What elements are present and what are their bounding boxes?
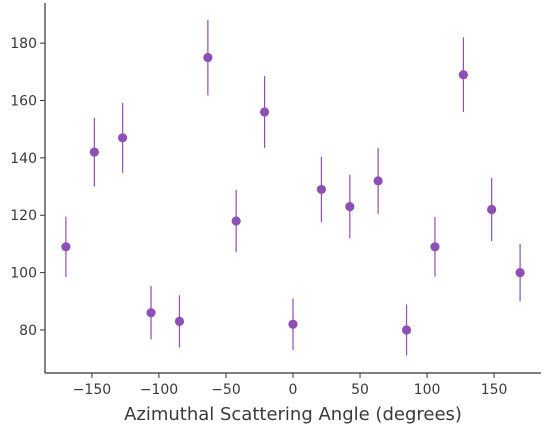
y-tick-label: 80 — [19, 323, 37, 339]
data-point — [430, 242, 440, 252]
data-point — [203, 52, 213, 63]
data-point — [146, 308, 156, 318]
x-tick-label: 150 — [481, 382, 508, 398]
data-point — [118, 133, 128, 143]
data-points — [61, 19, 525, 356]
data-point — [89, 147, 99, 157]
data-point — [345, 202, 355, 212]
data-point — [316, 184, 327, 195]
y-tick-label: 140 — [10, 151, 37, 167]
x-axis-ticks: −150 −100 −50 0 50 100 150 — [73, 373, 508, 398]
data-point — [401, 325, 412, 335]
y-tick-label: 100 — [10, 266, 37, 282]
x-tick-label: −150 — [73, 382, 111, 398]
data-point — [174, 316, 185, 326]
data-point — [288, 319, 298, 329]
x-tick-label: 100 — [414, 382, 441, 398]
data-point — [373, 176, 383, 186]
y-tick-label: 120 — [10, 208, 37, 224]
data-point — [231, 216, 241, 226]
x-axis-title: Azimuthal Scattering Angle (degrees) — [124, 404, 462, 425]
y-tick-label: 180 — [10, 36, 37, 52]
x-tick-label: −100 — [140, 382, 178, 398]
y-tick-label: 160 — [10, 94, 37, 110]
data-point — [61, 242, 71, 252]
data-point — [515, 268, 525, 278]
data-point — [259, 107, 270, 117]
y-axis-ticks: 80 100 120 140 160 180 — [10, 36, 45, 339]
x-tick-label: −50 — [211, 382, 241, 398]
data-point — [487, 204, 497, 215]
data-point — [458, 70, 468, 80]
x-tick-label: 0 — [289, 382, 298, 398]
x-tick-label: 50 — [351, 382, 369, 398]
